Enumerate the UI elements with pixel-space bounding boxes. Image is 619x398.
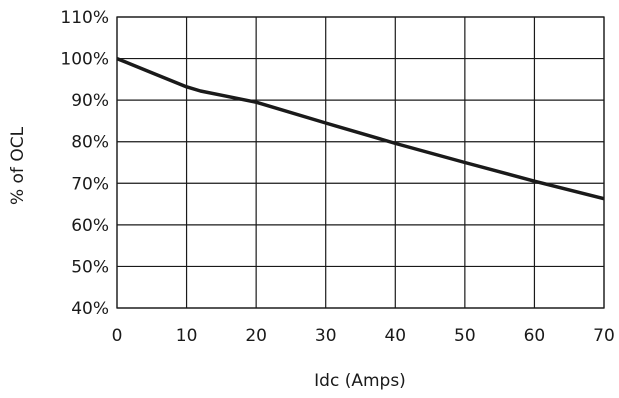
grid [116, 16, 605, 309]
x-tick-label: 0 [112, 326, 123, 346]
x-tick-labels: 0 10 20 30 40 50 60 70 [112, 326, 615, 346]
x-tick-label: 60 [524, 326, 546, 346]
series-line [116, 56, 605, 201]
y-tick-labels: 40% 50% 60% 70% 80% 90% 100% 110% [60, 8, 109, 319]
y-tick-label: 40% [71, 299, 109, 319]
y-tick-label: 60% [71, 216, 109, 236]
y-tick-label: 50% [71, 257, 109, 277]
plot-frame [116, 16, 605, 309]
x-tick-label: 50 [454, 326, 476, 346]
y-tick-label: 90% [71, 91, 109, 111]
x-axis-label: Idc (Amps) [314, 371, 406, 391]
series-layer [116, 56, 605, 201]
y-tick-label: 80% [71, 133, 109, 153]
x-tick-label: 40 [384, 326, 406, 346]
y-tick-label: 70% [71, 174, 109, 194]
y-axis-label: % of OCL [8, 126, 28, 205]
x-tick-label: 70 [593, 326, 615, 346]
x-tick-label: 20 [245, 326, 267, 346]
y-tick-label: 100% [60, 50, 109, 70]
x-tick-label: 10 [176, 326, 198, 346]
y-tick-label: 110% [60, 8, 109, 28]
x-tick-label: 30 [315, 326, 337, 346]
